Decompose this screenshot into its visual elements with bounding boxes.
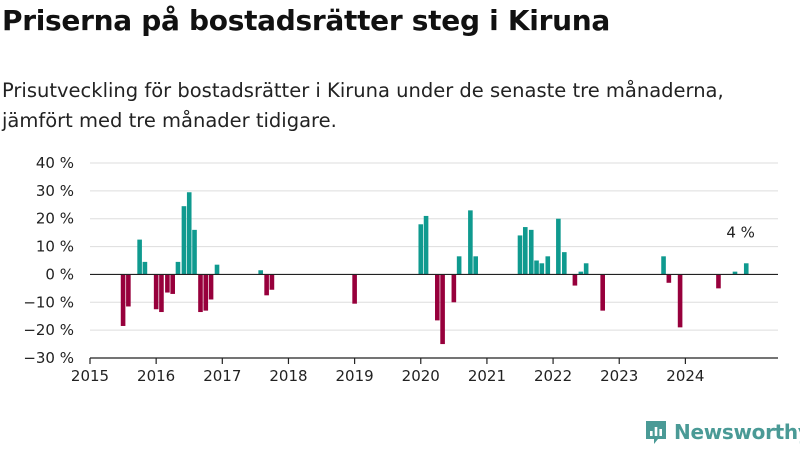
bar (732, 271, 738, 275)
bar (352, 274, 357, 304)
chart-title: Priserna på bostadsrätter steg i Kiruna (2, 4, 610, 37)
bar (600, 274, 605, 311)
bar (468, 210, 473, 275)
bar (170, 274, 175, 294)
bar (264, 274, 269, 296)
bar (423, 215, 429, 275)
bar (528, 229, 534, 275)
bar (677, 274, 683, 328)
bar (203, 274, 209, 311)
y-tick-label: 30 % (36, 182, 74, 200)
bar (440, 274, 445, 345)
x-tick-label: 2020 (402, 367, 440, 385)
bar (175, 261, 181, 275)
bar (716, 274, 721, 289)
x-tick-label: 2021 (468, 367, 506, 385)
bar-annotation: 4 % (726, 223, 755, 241)
bar (192, 229, 197, 275)
bar (539, 263, 545, 275)
x-tick-label: 2016 (137, 367, 175, 385)
bar (583, 263, 589, 275)
axes (89, 273, 778, 364)
bar (153, 274, 159, 310)
y-tick-label: −10 % (23, 293, 74, 311)
bar (214, 264, 220, 275)
bar (181, 206, 187, 275)
bar (269, 274, 275, 290)
bar (165, 274, 170, 293)
bar (198, 274, 203, 313)
bars (120, 192, 749, 345)
x-tick-label: 2018 (269, 367, 307, 385)
bar (572, 274, 578, 286)
y-tick-label: 0 % (45, 265, 74, 283)
bar (666, 274, 672, 283)
bar (208, 274, 214, 300)
x-tick-label: 2017 (203, 367, 241, 385)
x-tick-label: 2015 (71, 367, 109, 385)
newsworthy-logo: Newsworthy (644, 419, 800, 445)
x-tick-label: 2023 (600, 367, 638, 385)
y-tick-label: 40 % (36, 154, 74, 172)
bar (418, 224, 424, 275)
bar (137, 239, 142, 275)
tick-labels: −30 % −20 % −10 % 0 % 10 % 20 % 30 % 40 % 2015 20… (23, 154, 755, 385)
bar (743, 263, 749, 275)
x-tick-label: 2019 (336, 367, 374, 385)
bar (159, 274, 164, 313)
bar (534, 260, 539, 275)
bar (473, 256, 478, 275)
bar (142, 261, 148, 275)
bar (522, 227, 528, 275)
bar (456, 256, 462, 275)
y-tick-label: −30 % (23, 349, 74, 367)
bar (120, 274, 126, 326)
bar (545, 256, 551, 275)
bar (258, 270, 263, 275)
x-tick-label: 2024 (666, 367, 704, 385)
y-tick-label: 20 % (36, 210, 74, 228)
bar (562, 252, 567, 275)
bar (186, 192, 192, 275)
bar (661, 256, 666, 275)
brand-name: Newsworthy (674, 420, 800, 444)
y-tick-label: −20 % (23, 321, 74, 339)
bar (126, 274, 131, 307)
y-tick-label: 10 % (36, 238, 74, 256)
grid-lines (90, 162, 778, 331)
bar (435, 274, 440, 321)
x-tick-label: 2022 (534, 367, 572, 385)
bar (517, 235, 523, 275)
bar (578, 271, 584, 275)
bar (451, 274, 457, 303)
chart-subtitle: Prisutveckling för bostadsrätter i Kirun… (2, 79, 724, 132)
chart-logo-icon (646, 421, 666, 444)
bar (556, 218, 561, 275)
